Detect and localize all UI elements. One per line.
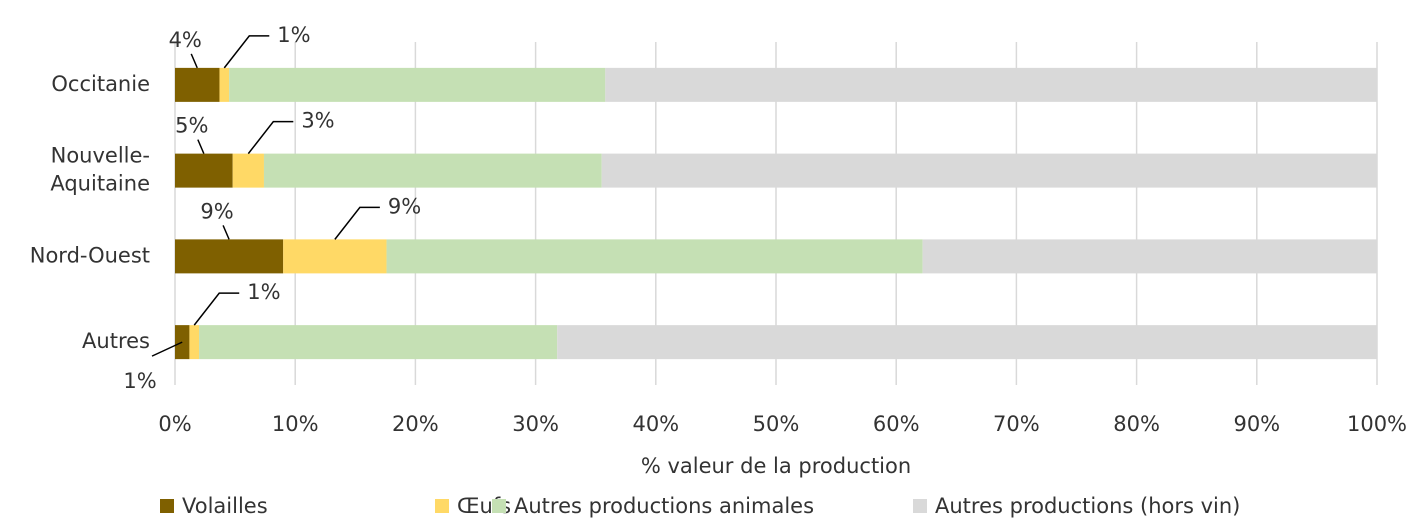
bar-segment <box>219 67 230 102</box>
legend-label: Autres productions animales <box>514 494 814 518</box>
bar-segment <box>199 325 558 360</box>
data-label: 1% <box>123 369 156 393</box>
leader-line <box>190 53 198 69</box>
bar-segment <box>605 67 1377 102</box>
category-label: Occitanie <box>51 72 150 96</box>
leader-line <box>197 139 205 154</box>
x-tick-label: 100% <box>1347 412 1407 436</box>
legend-swatch <box>913 499 927 513</box>
bar-segment <box>175 67 220 102</box>
bar-segment <box>175 153 233 188</box>
category-label-line: Aquitaine <box>50 172 150 196</box>
legend-label: Autres productions (hors vin) <box>935 494 1240 518</box>
bar-segment <box>229 67 606 102</box>
category-label: Nord-Ouest <box>30 243 150 267</box>
x-tick-label: 60% <box>873 412 920 436</box>
category-label: Nouvelle- Aquitaine <box>50 144 150 196</box>
leader-line <box>223 35 270 69</box>
bar-segment <box>189 325 200 360</box>
data-label: 9% <box>388 194 421 218</box>
bar-segment <box>263 153 602 188</box>
leader-line <box>151 341 183 357</box>
bar-segment <box>283 239 387 274</box>
x-tick-label: 10% <box>272 412 319 436</box>
category-label-line: Nouvelle- <box>51 144 150 168</box>
x-tick-label: 40% <box>632 412 679 436</box>
bar-segment <box>922 239 1377 274</box>
legend-swatch <box>435 499 449 513</box>
bar-segment <box>601 153 1377 188</box>
x-tick-label: 0% <box>158 412 191 436</box>
x-tick-label: 30% <box>512 412 559 436</box>
bar-segment <box>386 239 923 274</box>
leader-line <box>193 292 240 326</box>
x-tick-label: 80% <box>1113 412 1160 436</box>
legend-swatch <box>160 499 174 513</box>
data-label: 1% <box>277 23 310 47</box>
bar-segment <box>232 153 264 188</box>
x-tick-label: 50% <box>753 412 800 436</box>
leader-line <box>334 206 380 240</box>
data-label: 9% <box>200 199 233 223</box>
category-label: Autres <box>82 329 150 353</box>
x-tick-label: 90% <box>1233 412 1280 436</box>
x-tick-label: 20% <box>392 412 439 436</box>
legend-swatch <box>492 499 506 513</box>
data-label: 1% <box>247 280 280 304</box>
legend-label: Volailles <box>182 494 268 518</box>
leader-line <box>247 120 294 155</box>
x-tick-label: 70% <box>993 412 1040 436</box>
data-label: 3% <box>301 109 334 133</box>
data-label: 4% <box>169 28 202 52</box>
x-axis-title: % valeur de la production <box>641 454 911 478</box>
data-label: 5% <box>175 114 208 138</box>
bar-segment <box>557 325 1377 360</box>
bar-segment <box>175 239 284 274</box>
leader-line <box>222 225 230 240</box>
